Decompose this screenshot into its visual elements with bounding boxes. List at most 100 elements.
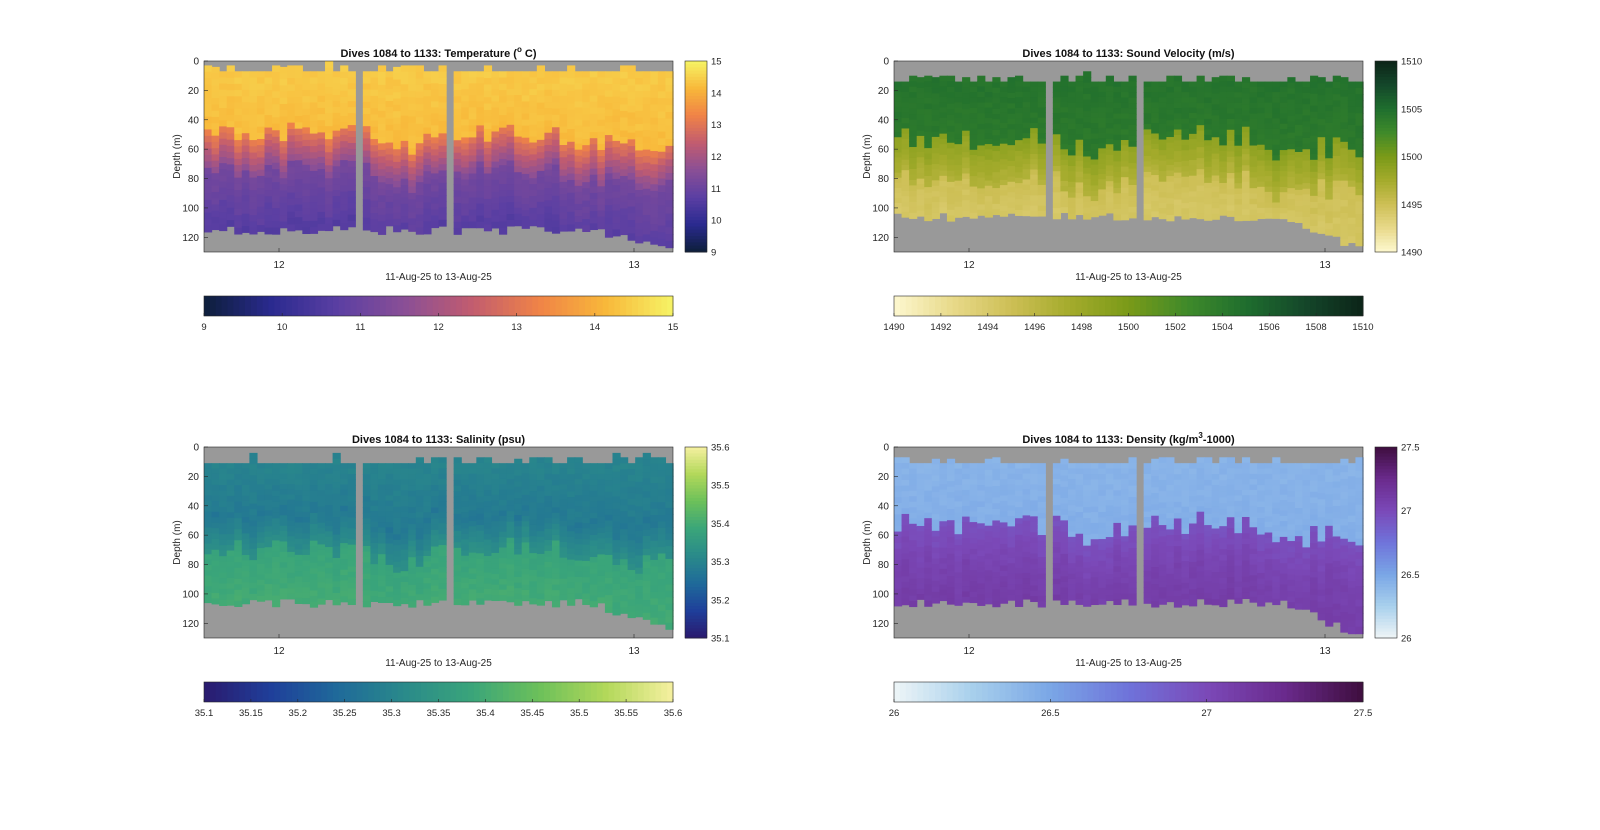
data-cell — [400, 490, 409, 497]
data-cell — [604, 109, 614, 117]
data-cell — [999, 81, 1009, 88]
data-cell — [1241, 143, 1251, 150]
data-cell — [461, 215, 470, 223]
data-cell — [924, 187, 933, 194]
data-cell — [1037, 169, 1046, 176]
data-cell — [1332, 75, 1341, 83]
data-cell — [1030, 205, 1039, 212]
data-cell — [514, 554, 523, 561]
data-cell — [642, 529, 651, 537]
data-cell — [1272, 134, 1281, 141]
data-cell — [340, 153, 349, 161]
data-cell — [931, 147, 940, 154]
data-cell — [597, 101, 606, 109]
data-cell — [1007, 207, 1016, 214]
data-cell — [415, 208, 424, 216]
data-cell — [1052, 107, 1062, 114]
data-cell — [544, 523, 553, 530]
data-cell — [272, 518, 281, 525]
data-cell — [430, 125, 440, 132]
data-cell — [939, 144, 948, 151]
data-cell — [1325, 229, 1334, 236]
data-cell — [453, 479, 462, 487]
data-cell — [627, 587, 636, 595]
colorbar-swatch — [923, 296, 930, 316]
data-cell — [1007, 155, 1016, 162]
data-cell — [1279, 81, 1288, 88]
data-cell — [347, 160, 356, 168]
data-cell — [377, 597, 387, 603]
data-cell — [1158, 134, 1167, 141]
data-cell — [423, 561, 432, 568]
data-cell — [544, 534, 553, 541]
data-cell — [317, 511, 326, 518]
data-cell — [226, 114, 235, 122]
data-cell — [551, 540, 561, 547]
data-cell — [423, 550, 432, 557]
data-cell — [1128, 190, 1137, 197]
data-cell — [1037, 133, 1046, 140]
data-cell — [604, 491, 614, 499]
data-cell — [544, 169, 553, 177]
data-cell — [1060, 196, 1069, 203]
data-cell — [272, 227, 281, 235]
data-cell — [1067, 144, 1077, 151]
data-cell — [1090, 102, 1099, 109]
data-cell — [256, 89, 266, 97]
colorbar-swatch — [1375, 210, 1397, 215]
data-cell — [219, 567, 228, 574]
data-cell — [1060, 101, 1069, 108]
data-cell — [1105, 197, 1114, 203]
colorbar-swatch — [620, 296, 627, 316]
data-cell — [1090, 164, 1099, 171]
data-cell — [642, 175, 651, 183]
data-cell — [567, 571, 576, 578]
data-cell — [604, 186, 614, 194]
data-cell — [1355, 188, 1364, 196]
data-cell — [1158, 150, 1167, 156]
data-cell — [544, 583, 553, 591]
data-cell — [438, 462, 447, 469]
data-cell — [1151, 195, 1160, 202]
data-cell — [400, 581, 409, 588]
plot-frame — [203, 60, 674, 253]
data-cell — [620, 541, 629, 548]
data-cell — [627, 85, 636, 93]
data-cell — [256, 595, 266, 602]
data-cell — [1015, 183, 1024, 190]
data-cell — [476, 215, 485, 223]
data-cell — [226, 468, 235, 475]
data-cell — [332, 505, 341, 512]
data-cell — [620, 571, 629, 578]
data-cell — [604, 560, 614, 568]
data-cell — [582, 225, 591, 232]
data-cell — [1030, 179, 1039, 186]
data-cell — [551, 183, 561, 191]
data-cell — [916, 77, 925, 84]
data-cell — [582, 593, 591, 600]
data-cell — [1181, 129, 1190, 135]
data-cell — [430, 101, 440, 108]
data-cell — [521, 198, 530, 205]
data-cell — [567, 480, 576, 487]
data-cell — [1052, 202, 1062, 209]
data-cell — [1241, 165, 1251, 172]
data-cell — [946, 193, 956, 200]
data-cell — [1083, 122, 1092, 129]
data-cell — [901, 175, 910, 182]
data-cell — [894, 132, 903, 138]
data-cell — [521, 584, 530, 591]
data-cell — [1060, 80, 1069, 87]
data-cell — [362, 156, 372, 164]
data-cell — [1158, 176, 1167, 183]
data-cell — [476, 89, 485, 96]
data-cell — [1249, 102, 1258, 109]
data-cell — [1158, 165, 1167, 172]
colorbar-tick-label: 1510 — [1352, 322, 1373, 333]
data-cell — [559, 175, 568, 183]
data-cell — [325, 93, 334, 101]
data-cell — [241, 207, 250, 215]
data-cell — [347, 89, 356, 96]
colorbar-tick-label: 1494 — [977, 322, 998, 333]
data-cell — [491, 215, 500, 223]
